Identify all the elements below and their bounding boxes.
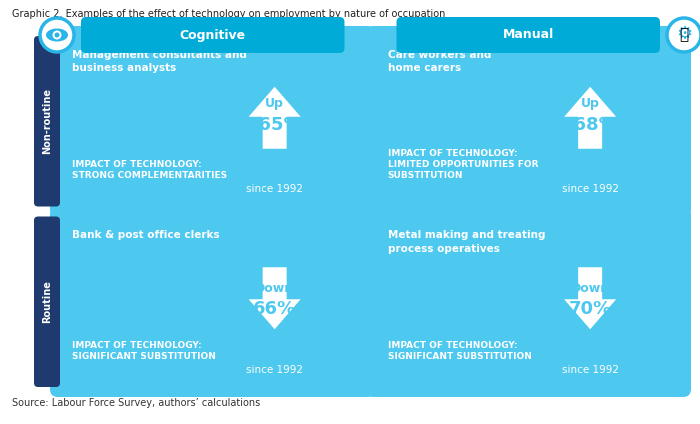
Text: Bank & post office clerks: Bank & post office clerks <box>72 231 220 240</box>
Text: IMPACT OF TECHNOLOGY:
STRONG COMPLEMENTARITIES: IMPACT OF TECHNOLOGY: STRONG COMPLEMENTA… <box>72 160 227 181</box>
Text: ⚙: ⚙ <box>676 25 692 43</box>
Circle shape <box>667 18 700 52</box>
FancyBboxPatch shape <box>34 36 60 206</box>
Polygon shape <box>564 87 616 149</box>
FancyBboxPatch shape <box>365 206 691 397</box>
FancyBboxPatch shape <box>50 206 375 397</box>
Ellipse shape <box>46 28 68 42</box>
Text: Down: Down <box>255 282 294 295</box>
Polygon shape <box>248 87 301 149</box>
Text: Metal making and treating
process operatives: Metal making and treating process operat… <box>388 231 545 254</box>
Text: since 1992: since 1992 <box>561 365 619 375</box>
Circle shape <box>55 33 60 37</box>
Text: Source: Labour Force Survey, authors’ calculations: Source: Labour Force Survey, authors’ ca… <box>12 398 260 408</box>
Text: IMPACT OF TECHNOLOGY:
SIGNIFICANT SUBSTITUTION: IMPACT OF TECHNOLOGY: SIGNIFICANT SUBSTI… <box>388 340 531 361</box>
Circle shape <box>40 18 74 52</box>
FancyBboxPatch shape <box>396 17 660 53</box>
Text: since 1992: since 1992 <box>246 365 303 375</box>
Text: IMPACT OF TECHNOLOGY:
SIGNIFICANT SUBSTITUTION: IMPACT OF TECHNOLOGY: SIGNIFICANT SUBSTI… <box>72 340 216 361</box>
Text: 66%: 66% <box>253 300 296 318</box>
Text: since 1992: since 1992 <box>561 184 619 195</box>
Text: 365%: 365% <box>247 116 302 134</box>
FancyBboxPatch shape <box>34 217 60 387</box>
Text: Down: Down <box>570 282 610 295</box>
Text: Non-routine: Non-routine <box>42 88 52 154</box>
Text: Care workers and
home carers: Care workers and home carers <box>388 50 491 73</box>
Text: Routine: Routine <box>42 280 52 323</box>
Polygon shape <box>564 267 616 329</box>
Text: 168%: 168% <box>562 116 618 134</box>
Polygon shape <box>248 267 301 329</box>
Text: since 1992: since 1992 <box>246 184 303 195</box>
FancyBboxPatch shape <box>81 17 344 53</box>
Text: 70%: 70% <box>568 300 612 318</box>
Text: Graphic 2. Examples of the effect of technology on employment by nature of occup: Graphic 2. Examples of the effect of tec… <box>12 9 445 19</box>
Text: 🔧: 🔧 <box>680 28 689 42</box>
FancyBboxPatch shape <box>365 26 691 217</box>
Text: Manual: Manual <box>503 28 554 42</box>
Text: Management consultants and
business analysts: Management consultants and business anal… <box>72 50 247 73</box>
FancyBboxPatch shape <box>50 26 375 217</box>
Circle shape <box>52 31 62 39</box>
Text: Up: Up <box>265 97 284 110</box>
Text: IMPACT OF TECHNOLOGY:
LIMITED OPPORTUNITIES FOR
SUBSTITUTION: IMPACT OF TECHNOLOGY: LIMITED OPPORTUNIT… <box>388 148 538 181</box>
Text: Cognitive: Cognitive <box>180 28 246 42</box>
Text: Up: Up <box>581 97 600 110</box>
